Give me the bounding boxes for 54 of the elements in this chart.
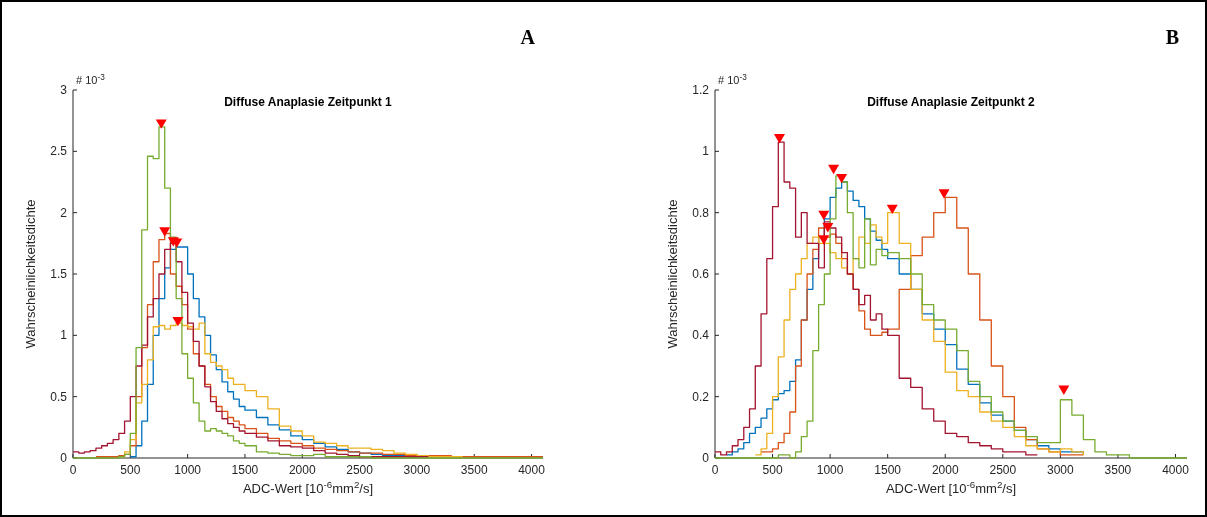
x-tick-label: 1000: [174, 463, 202, 477]
y-tick-label: 2.5: [50, 144, 68, 159]
y-tick-label: 0.6: [692, 267, 710, 281]
x-tick-label: 2500: [989, 463, 1017, 477]
point: [822, 223, 834, 233]
x-tick-label: 1500: [231, 463, 259, 477]
x-tick-label: 3000: [1047, 463, 1075, 477]
y-tick-label: 2: [60, 205, 68, 220]
x-tick-label: 3500: [460, 463, 488, 477]
y-tick-label: 1: [702, 144, 710, 159]
y-tick-label: 3: [60, 83, 68, 97]
x-tick-label: 4000: [1162, 463, 1190, 477]
y-tick-label: 0.2: [692, 389, 710, 404]
x-tick-label: 500: [762, 463, 783, 477]
point: [886, 204, 898, 214]
x-tick-label: 0: [69, 463, 77, 477]
x-tick-label: 0: [711, 463, 719, 477]
y-tick-label: 0.5: [50, 389, 68, 404]
x-axis-title: ADC-Wert [10$^{-6}$mm$^{2}$/s]: [242, 478, 374, 496]
point: [828, 164, 840, 175]
y-axis-title: Wahrscheinlichkeitsdichte: [665, 199, 680, 349]
text: # 10$^{-3}$: [76, 72, 106, 86]
point: [172, 316, 184, 327]
point: [773, 134, 785, 144]
text: Diffuse Anaplasie Zeitpunkt 2: [867, 95, 1036, 109]
y-tick-label: 1.5: [50, 267, 68, 281]
y-tick-label: 0.4: [692, 328, 710, 343]
x-tick-label: 3500: [1104, 463, 1132, 477]
x-tick-label: 1500: [874, 463, 902, 477]
point: [818, 210, 830, 221]
x-tick-label: 2500: [346, 463, 374, 477]
text: Diffuse Anaplasie Zeitpunkt 1: [224, 95, 393, 109]
point: [836, 173, 848, 184]
x-tick-label: 500: [120, 463, 141, 477]
y-axis-title: Wahrscheinlichkeitsdichte: [23, 199, 38, 349]
text: B: [1165, 26, 1179, 48]
point: [1058, 385, 1070, 395]
text: # 10$^{-3}$: [718, 72, 748, 86]
point: [159, 227, 171, 237]
text: A: [520, 26, 536, 48]
x-tick-label: 3000: [403, 463, 431, 477]
x-tick-label: 4000: [518, 463, 546, 477]
y-tick-label: 0: [702, 451, 710, 465]
point: [155, 119, 167, 129]
point: [938, 189, 950, 199]
point: [818, 235, 830, 245]
y-tick-label: 1.2: [692, 83, 710, 97]
x-tick-label: 2000: [931, 463, 959, 477]
x-tick-label: 1000: [816, 463, 844, 477]
y-tick-label: 0: [60, 451, 68, 465]
y-tick-label: 0.8: [692, 205, 710, 220]
x-tick-label: 2000: [288, 463, 316, 477]
x-axis-title: ADC-Wert [10$^{-6}$mm$^{2}$/s]: [885, 478, 1017, 496]
y-tick-label: 1: [60, 328, 68, 343]
